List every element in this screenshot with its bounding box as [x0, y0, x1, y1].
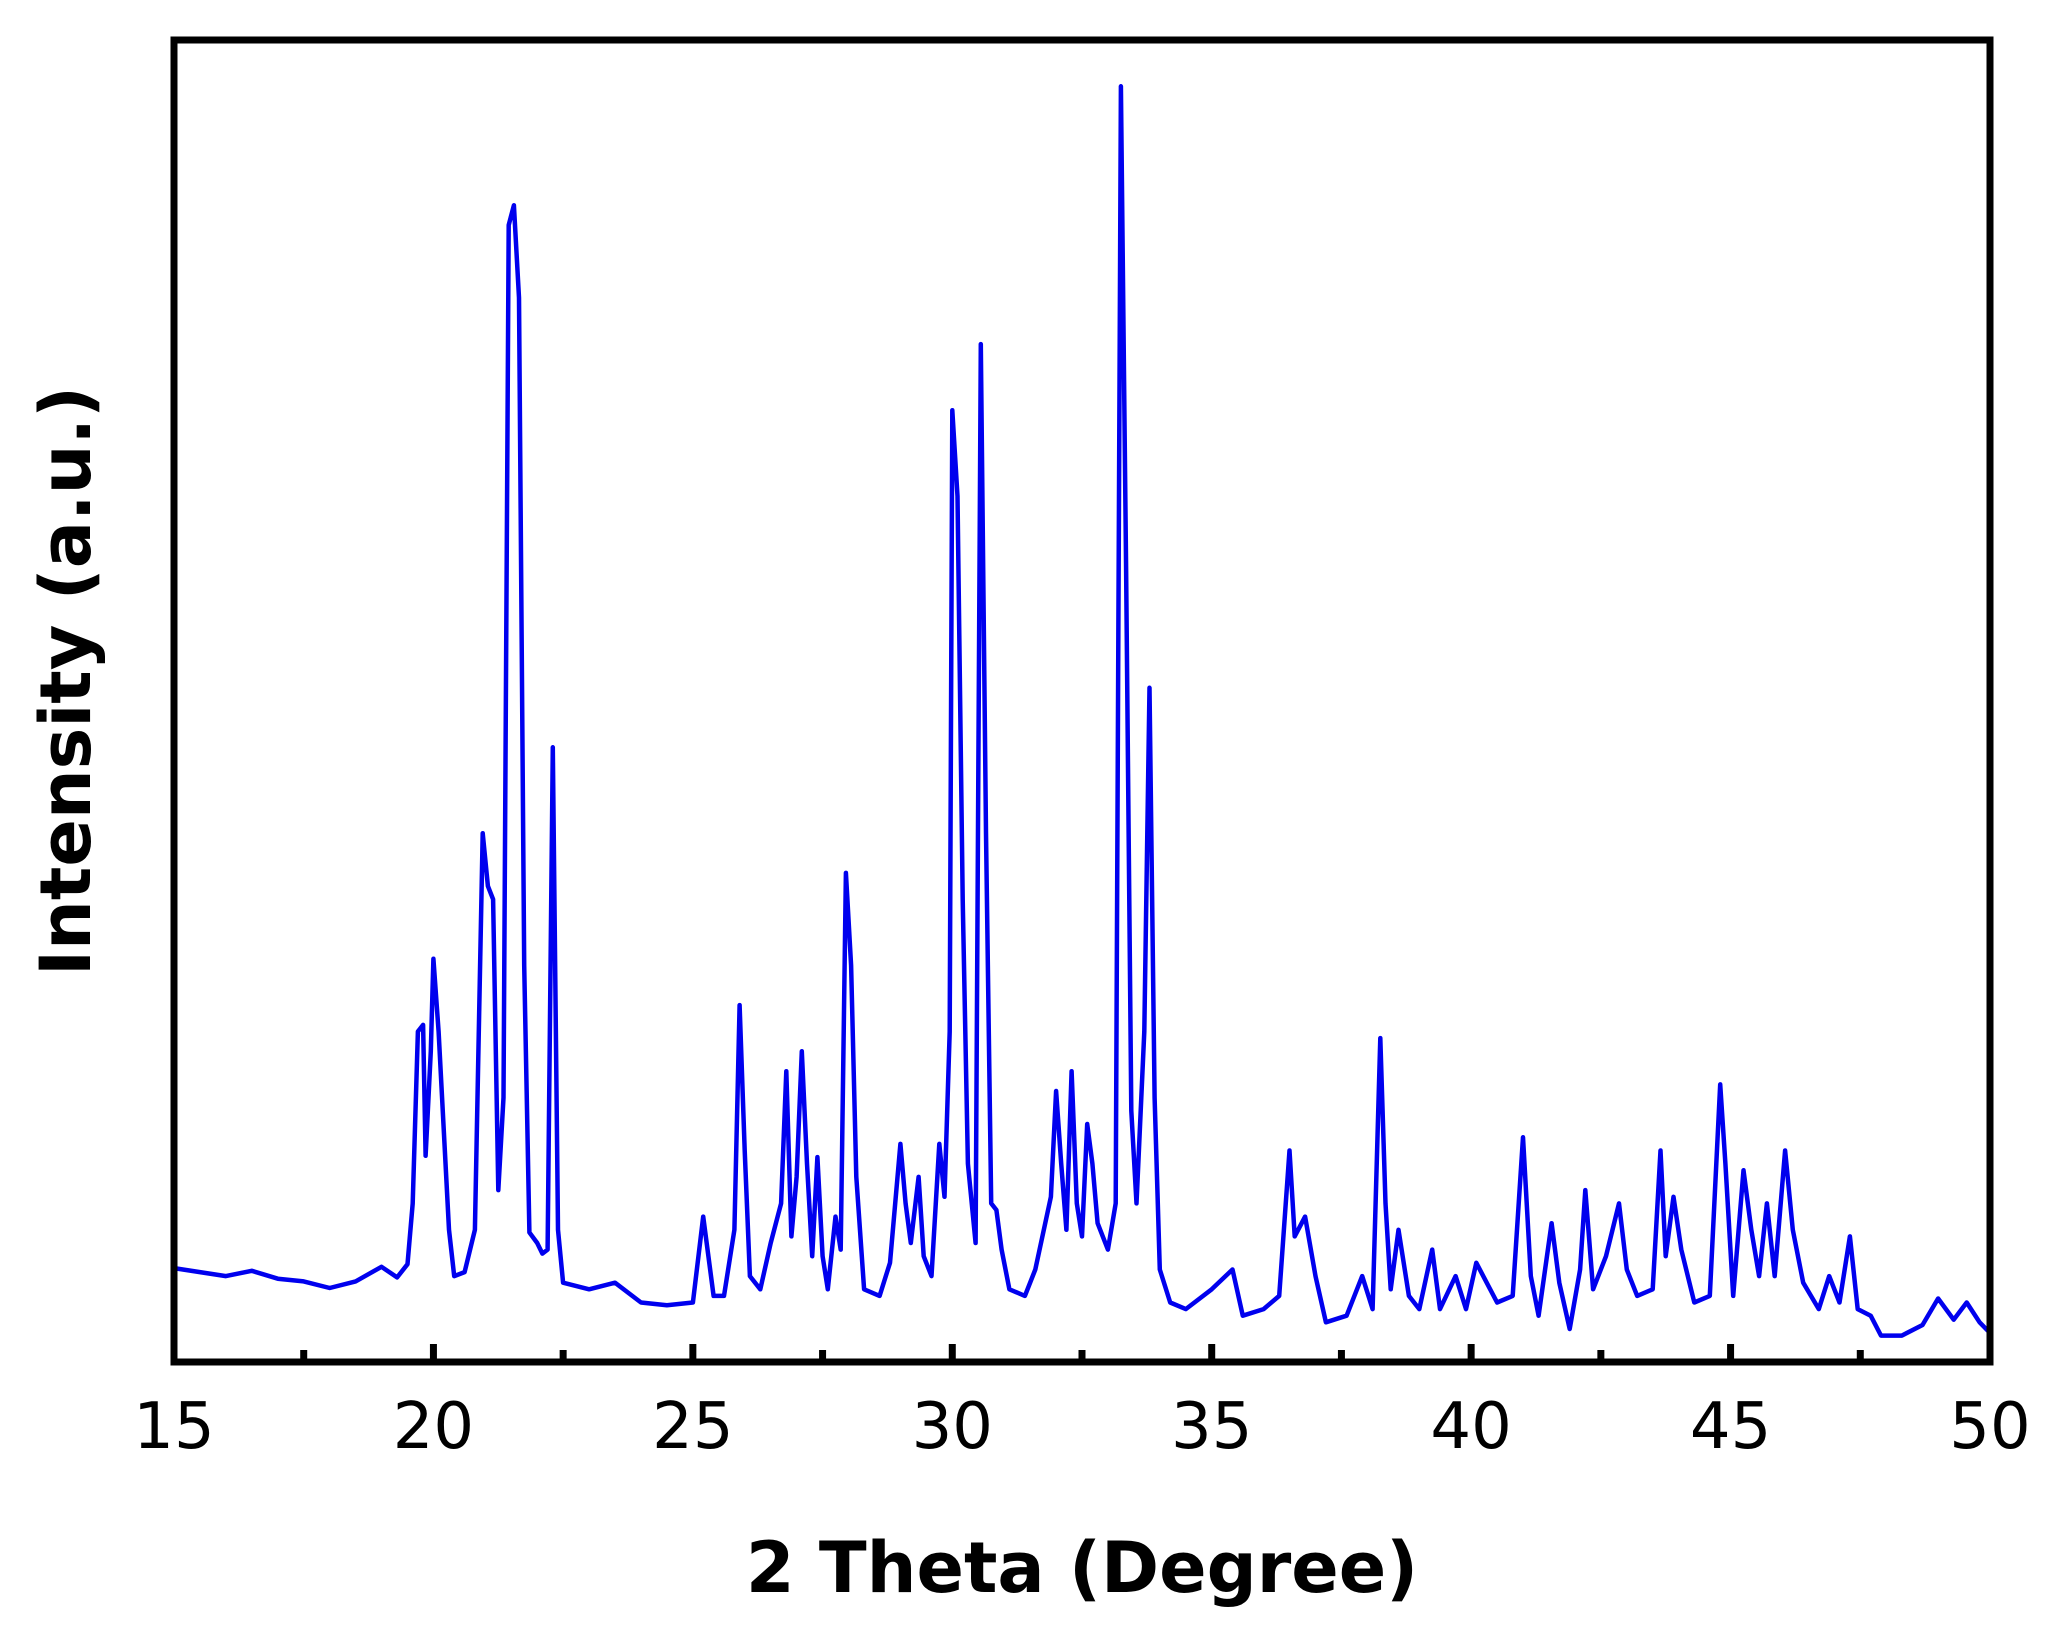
x-axis-title: 2 Theta (Degree) [746, 1527, 1418, 1609]
series-line-0 [171, 84, 1993, 1338]
x-tick-label: 35 [1171, 1390, 1252, 1464]
x-tick-label: 50 [1949, 1390, 2030, 1464]
x-axis-ticks [170, 1344, 1994, 1362]
x-tick-label: 30 [912, 1390, 993, 1464]
x-tick-label: 40 [1430, 1390, 1511, 1464]
x-tick-label: 20 [393, 1390, 474, 1464]
series-layer [171, 84, 1993, 1338]
x-tick-label: 45 [1690, 1390, 1771, 1464]
y-axis-title: Intensity (a.u.) [25, 386, 107, 976]
x-tick-label: 25 [652, 1390, 733, 1464]
x-axis-tick-labels: 15 20 25 30 35 40 45 50 [133, 1390, 2030, 1464]
x-tick-label: 15 [133, 1390, 214, 1464]
